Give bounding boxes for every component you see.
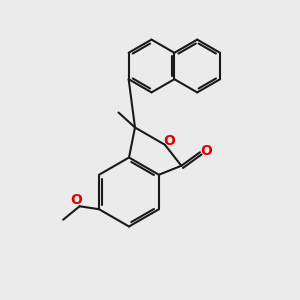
Text: O: O — [164, 134, 175, 148]
Text: O: O — [70, 193, 82, 207]
Text: O: O — [201, 144, 212, 158]
